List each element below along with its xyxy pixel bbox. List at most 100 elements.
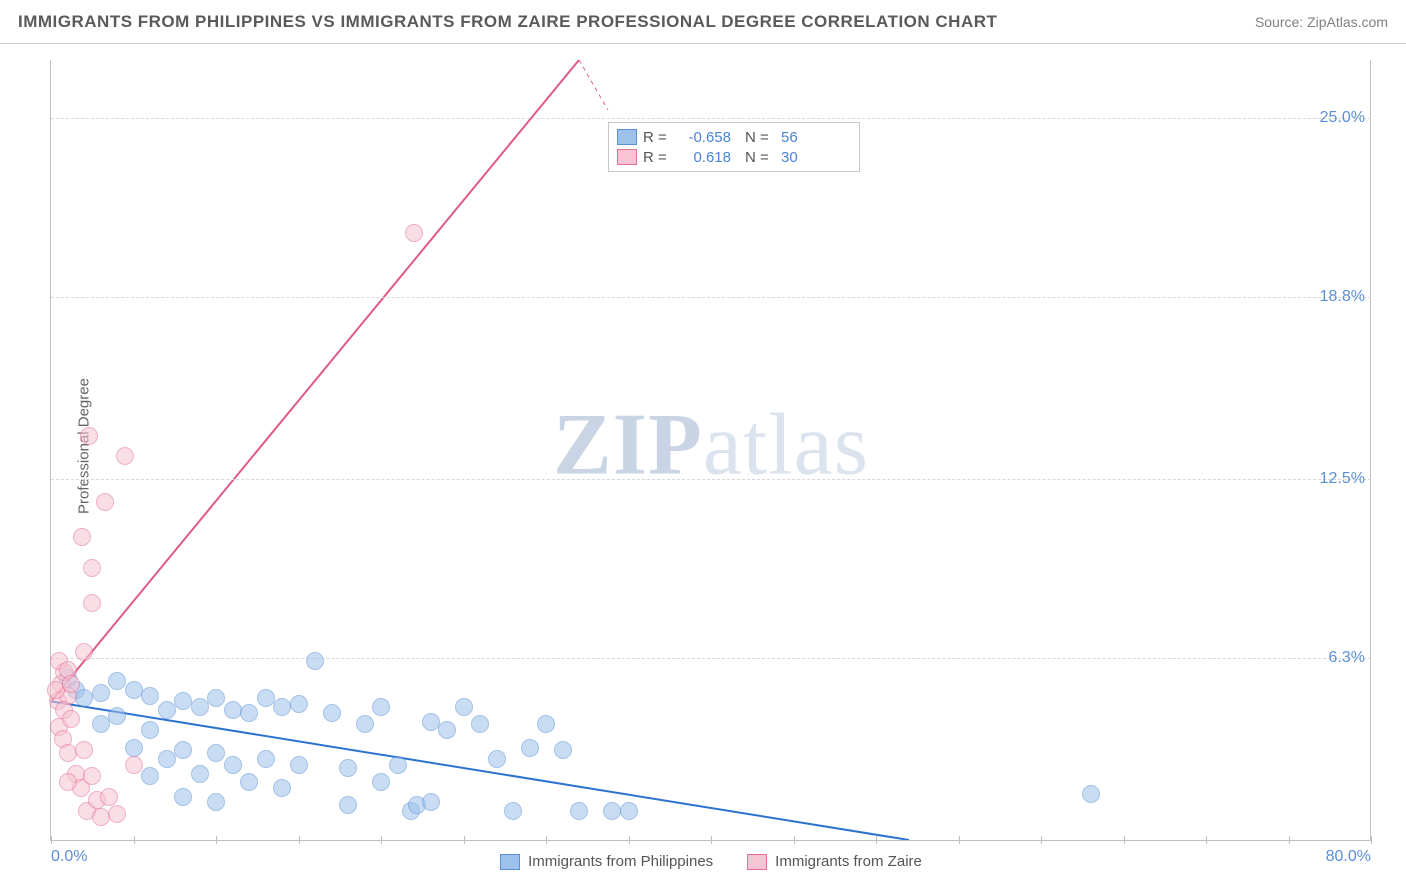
scatter-point [224, 756, 242, 774]
scatter-point [207, 793, 225, 811]
scatter-point [158, 701, 176, 719]
y-tick-label: 12.5% [1320, 470, 1365, 488]
legend-n-label: N = [745, 149, 775, 166]
scatter-point [207, 744, 225, 762]
x-tick [629, 836, 630, 844]
x-tick [794, 836, 795, 844]
scatter-point [83, 594, 101, 612]
scatter-point [158, 750, 176, 768]
y-tick-label: 18.8% [1320, 288, 1365, 306]
scatter-point [504, 802, 522, 820]
scatter-point [257, 750, 275, 768]
x-tick [959, 836, 960, 844]
scatter-point [83, 767, 101, 785]
scatter-point [240, 704, 258, 722]
scatter-point [521, 739, 539, 757]
scatter-point [108, 707, 126, 725]
scatter-point [273, 779, 291, 797]
scatter-point [80, 427, 98, 445]
scatter-point [554, 741, 572, 759]
scatter-point [62, 710, 80, 728]
plot-right-border [1370, 60, 1371, 840]
scatter-point [290, 695, 308, 713]
scatter-point [75, 643, 93, 661]
legend-r-label: R = [643, 129, 671, 146]
scatter-point [116, 447, 134, 465]
legend-entry: Immigrants from Philippines [500, 853, 713, 870]
scatter-point [92, 808, 110, 826]
scatter-point [372, 773, 390, 791]
scatter-point [339, 796, 357, 814]
scatter-point [257, 689, 275, 707]
scatter-point [75, 741, 93, 759]
scatter-point [422, 793, 440, 811]
x-tick [216, 836, 217, 844]
scatter-point [570, 802, 588, 820]
chart-container: IMMIGRANTS FROM PHILIPPINES VS IMMIGRANT… [0, 0, 1406, 892]
legend-swatch [747, 854, 767, 870]
scatter-point [240, 773, 258, 791]
scatter-point [108, 672, 126, 690]
stats-legend-row: R =-0.658N =56 [617, 127, 851, 147]
scatter-point [389, 756, 407, 774]
scatter-point [339, 759, 357, 777]
x-tick [1289, 836, 1290, 844]
source-attribution: Source: ZipAtlas.com [1255, 14, 1388, 30]
title-bar: IMMIGRANTS FROM PHILIPPINES VS IMMIGRANT… [0, 0, 1406, 44]
scatter-point [488, 750, 506, 768]
scatter-point [83, 559, 101, 577]
scatter-point [174, 741, 192, 759]
legend-label: Immigrants from Philippines [528, 853, 713, 870]
x-tick [1124, 836, 1125, 844]
scatter-point [62, 675, 80, 693]
legend-label: Immigrants from Zaire [775, 853, 922, 870]
scatter-point [59, 773, 77, 791]
scatter-point [141, 687, 159, 705]
legend-n-value: 56 [781, 129, 798, 146]
legend-r-value: -0.658 [677, 129, 731, 146]
legend-entry: Immigrants from Zaire [747, 853, 922, 870]
scatter-point [191, 765, 209, 783]
x-tick [711, 836, 712, 844]
scatter-point [356, 715, 374, 733]
scatter-point [75, 689, 93, 707]
scatter-point [141, 767, 159, 785]
scatter-point [125, 756, 143, 774]
scatter-point [125, 681, 143, 699]
scatter-plot: ZIPatlas R =-0.658N =56R =0.618N =30 Imm… [50, 60, 1371, 841]
legend-r-label: R = [643, 149, 671, 166]
x-tick-label: 80.0% [1326, 848, 1371, 866]
scatter-point [537, 715, 555, 733]
x-tick [381, 836, 382, 844]
y-tick-label: 25.0% [1320, 109, 1365, 127]
stats-legend-box: R =-0.658N =56R =0.618N =30 [608, 122, 860, 172]
scatter-point [1082, 785, 1100, 803]
scatter-point [174, 788, 192, 806]
x-tick [299, 836, 300, 844]
legend-swatch [500, 854, 520, 870]
chart-title: IMMIGRANTS FROM PHILIPPINES VS IMMIGRANT… [18, 12, 997, 32]
scatter-point [92, 715, 110, 733]
scatter-point [191, 698, 209, 716]
trendline-layer [51, 60, 1371, 840]
scatter-point [422, 713, 440, 731]
gridline [51, 658, 1371, 659]
scatter-point [92, 684, 110, 702]
scatter-point [290, 756, 308, 774]
watermark: ZIPatlas [553, 394, 869, 495]
legend-n-value: 30 [781, 149, 798, 166]
scatter-point [273, 698, 291, 716]
scatter-point [125, 739, 143, 757]
scatter-point [471, 715, 489, 733]
scatter-point [174, 692, 192, 710]
scatter-point [620, 802, 638, 820]
scatter-point [603, 802, 621, 820]
scatter-point [59, 744, 77, 762]
scatter-point [405, 224, 423, 242]
scatter-point [73, 528, 91, 546]
x-tick [1371, 836, 1372, 844]
legend-swatch [617, 149, 637, 165]
legend-r-value: 0.618 [677, 149, 731, 166]
x-tick [134, 836, 135, 844]
scatter-point [372, 698, 390, 716]
